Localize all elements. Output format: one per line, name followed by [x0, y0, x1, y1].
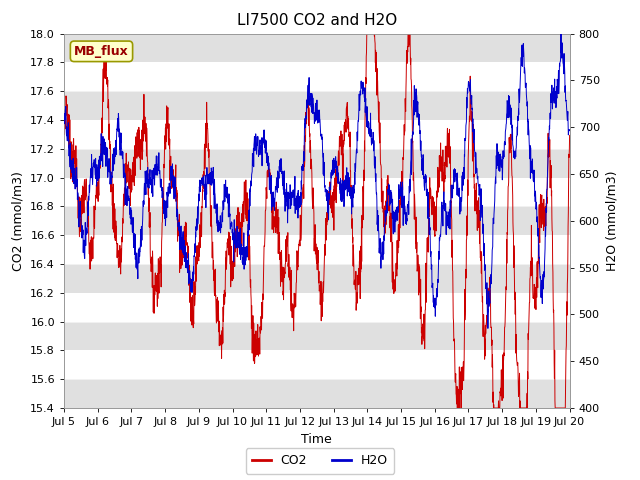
Bar — [64, 293, 570, 322]
Bar — [64, 235, 570, 264]
Bar — [64, 178, 570, 206]
Y-axis label: H2O (mmol/m3): H2O (mmol/m3) — [605, 170, 618, 271]
Bar — [64, 62, 570, 91]
Bar — [64, 91, 570, 120]
Bar — [64, 379, 570, 408]
Bar — [64, 206, 570, 235]
Bar — [64, 264, 570, 293]
Text: MB_flux: MB_flux — [74, 45, 129, 58]
Y-axis label: CO2 (mmol/m3): CO2 (mmol/m3) — [12, 171, 24, 271]
Bar — [64, 149, 570, 178]
Bar — [64, 34, 570, 62]
Bar — [64, 322, 570, 350]
Title: LI7500 CO2 and H2O: LI7500 CO2 and H2O — [237, 13, 397, 28]
Bar — [64, 120, 570, 149]
Bar — [64, 350, 570, 379]
Legend: CO2, H2O: CO2, H2O — [246, 448, 394, 474]
X-axis label: Time: Time — [301, 432, 332, 445]
